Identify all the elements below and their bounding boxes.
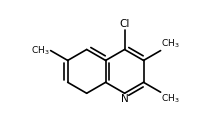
Text: CH$_3$: CH$_3$ bbox=[161, 38, 180, 50]
Text: N: N bbox=[121, 94, 129, 104]
Text: Cl: Cl bbox=[119, 19, 130, 29]
Text: CH$_3$: CH$_3$ bbox=[161, 93, 180, 105]
Text: CH$_3$: CH$_3$ bbox=[31, 44, 50, 57]
